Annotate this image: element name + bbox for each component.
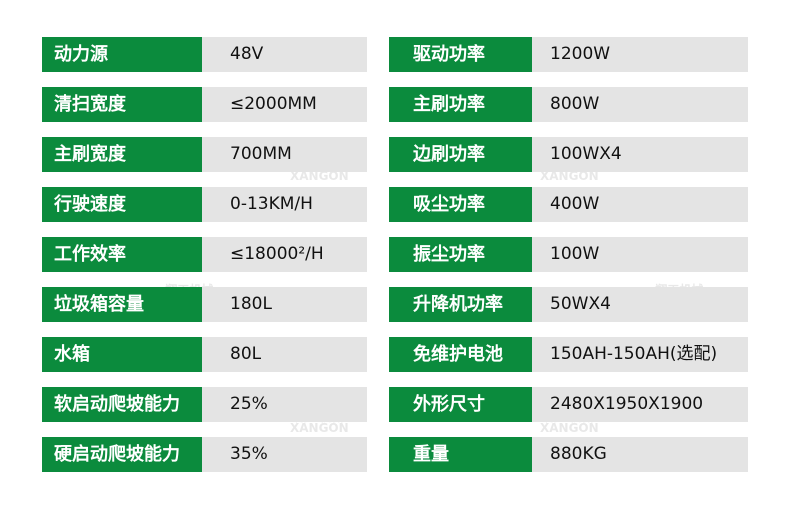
spec-label: 软启动爬坡能力: [42, 387, 202, 422]
spec-row: 外形尺寸 2480X1950X1900: [389, 387, 748, 422]
spec-value: 100WX4: [532, 137, 748, 172]
spec-value: 50WX4: [532, 287, 748, 322]
spec-row: 振尘功率 100W: [389, 237, 748, 272]
spec-table-left: 动力源 48V 清扫宽度 ≤2000MM 主刷宽度 700MM 行驶速度 0-13KM/H 工作…: [42, 37, 367, 487]
spec-label: 免维护电池: [389, 337, 532, 372]
spec-value: ≤2000MM: [202, 87, 367, 122]
spec-label: 动力源: [42, 37, 202, 72]
spec-row: 驱动功率 1200W: [389, 37, 748, 72]
spec-value: 880KG: [532, 437, 748, 472]
spec-value: 180L: [202, 287, 367, 322]
spec-value: 800W: [532, 87, 748, 122]
spec-row: 吸尘功率 400W: [389, 187, 748, 222]
spec-row: 行驶速度 0-13KM/H: [42, 187, 367, 222]
spec-value: 150AH-150AH(选配): [532, 337, 748, 372]
spec-label: 外形尺寸: [389, 387, 532, 422]
spec-value: 35%: [202, 437, 367, 472]
spec-row: 清扫宽度 ≤2000MM: [42, 87, 367, 122]
spec-row: 重量 880KG: [389, 437, 748, 472]
spec-value: 100W: [532, 237, 748, 272]
spec-label: 清扫宽度: [42, 87, 202, 122]
spec-row: 主刷功率 800W: [389, 87, 748, 122]
spec-row: 边刷功率 100WX4: [389, 137, 748, 172]
spec-label: 升降机功率: [389, 287, 532, 322]
spec-value: 400W: [532, 187, 748, 222]
spec-label: 工作效率: [42, 237, 202, 272]
spec-label: 振尘功率: [389, 237, 532, 272]
spec-label: 吸尘功率: [389, 187, 532, 222]
spec-label: 边刷功率: [389, 137, 532, 172]
spec-label: 驱动功率: [389, 37, 532, 72]
spec-value: 2480X1950X1900: [532, 387, 748, 422]
spec-value: 25%: [202, 387, 367, 422]
spec-row: 动力源 48V: [42, 37, 367, 72]
spec-row: 水箱 80L: [42, 337, 367, 372]
spec-label: 重量: [389, 437, 532, 472]
spec-value: 700MM: [202, 137, 367, 172]
spec-row: 升降机功率 50WX4: [389, 287, 748, 322]
spec-table-right: 驱动功率 1200W 主刷功率 800W 边刷功率 100WX4 吸尘功率 400W 振尘功率 1…: [389, 37, 748, 487]
spec-row: 软启动爬坡能力 25%: [42, 387, 367, 422]
spec-label: 水箱: [42, 337, 202, 372]
spec-value: ≤18000²/H: [202, 237, 367, 272]
spec-label: 行驶速度: [42, 187, 202, 222]
spec-label: 主刷功率: [389, 87, 532, 122]
spec-row: 工作效率 ≤18000²/H: [42, 237, 367, 272]
spec-label: 垃圾箱容量: [42, 287, 202, 322]
spec-row: 免维护电池 150AH-150AH(选配): [389, 337, 748, 372]
spec-label: 硬启动爬坡能力: [42, 437, 202, 472]
spec-row: 垃圾箱容量 180L: [42, 287, 367, 322]
spec-row: 主刷宽度 700MM: [42, 137, 367, 172]
spec-value: 48V: [202, 37, 367, 72]
spec-value: 80L: [202, 337, 367, 372]
spec-value: 1200W: [532, 37, 748, 72]
spec-row: 硬启动爬坡能力 35%: [42, 437, 367, 472]
spec-label: 主刷宽度: [42, 137, 202, 172]
spec-value: 0-13KM/H: [202, 187, 367, 222]
